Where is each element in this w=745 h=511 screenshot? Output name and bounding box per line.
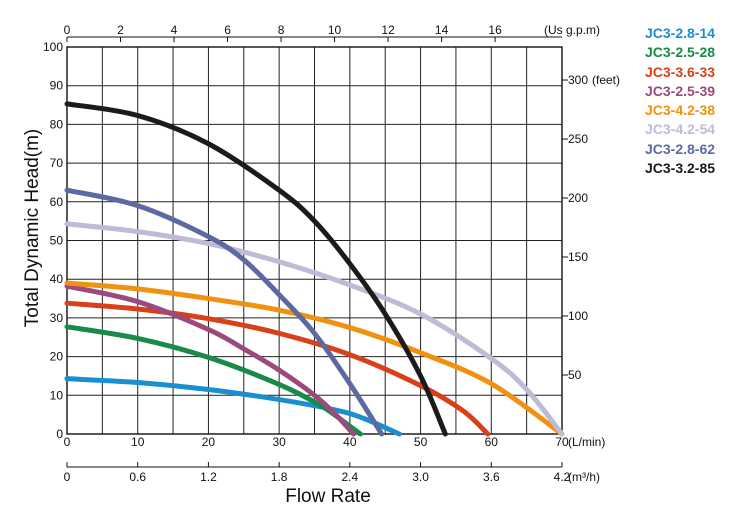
x-tick-label: 0 [64,435,71,449]
legend-item: JC3-3.6-33 [645,63,716,80]
bottom-tick-label: 3.6 [483,470,500,484]
top-tick-label: 10 [328,23,342,37]
plot-frame [66,46,563,435]
x-tick-label: 10 [131,435,145,449]
x-tick-label: 60 [485,435,499,449]
top-axis-unit-label: (Us g.p.m) [544,23,600,37]
pump-curves [64,101,565,437]
x-tick-label: 70 [555,435,569,449]
bottom-tick-label: 0 [64,470,71,484]
curve-jc3-2-5-39 [64,283,356,437]
legend-item: JC3-4.2-54 [645,121,716,138]
right-tick-label: 200 [568,191,588,205]
right-tick-label: 300 [568,73,588,87]
right-tick-label: 150 [568,250,588,264]
bottom-tick-label: 1.2 [200,470,217,484]
y-tick-label: 90 [50,79,64,93]
top-tick-label: 14 [435,23,449,37]
y-tick-label: 70 [50,156,64,170]
x-tick-label: 50 [414,435,428,449]
curve-jc3-3-6-33 [64,300,491,437]
right-tick-label: 50 [568,368,582,382]
legend-item: JC3-2.5-28 [645,44,716,61]
x-axis-title: Flow Rate [285,486,371,507]
bottom-tick-label: 0.6 [129,470,146,484]
curve-jc3-2-8-62 [64,187,385,437]
y-tick-label: 60 [50,195,64,209]
legend-item: JC3-2.8-14 [645,25,716,41]
y-tick-label: 50 [50,234,64,248]
tick-labels: 0 2 4 6 8 10 12 14 16 (Us g.p.m) 0 0.6 1.2 1.8 2.4 3.0 3… [43,23,620,484]
chart-grid [66,46,563,435]
top-tick-label: 12 [381,23,395,37]
right-tick-label: 100 [568,309,588,323]
y-axis-title: Total Dynamic Head(m) [22,129,43,328]
legend-item: JC3-4.2-38 [645,102,716,119]
x-tick-label: 40 [343,435,357,449]
top-tick-label: 2 [117,23,124,37]
bottom-axis-unit-label: (m³/h) [568,470,600,484]
x-tick-label: 20 [202,435,216,449]
curve-jc3-2-8-14 [64,376,402,437]
bottom-tick-label: 4.2 [554,470,571,484]
curve-jc3-3-2-85 [64,101,448,437]
curve-jc3-4-2-54 [64,221,565,437]
legend-item: JC3-3.2-85 [645,160,716,177]
y-tick-label: 10 [50,388,64,402]
bottom-tick-label: 3.0 [412,470,429,484]
legend-item: JC3-2.5-39 [645,82,716,99]
x-axis-unit-label: (L/min) [568,435,605,449]
top-tick-label: 0 [64,23,71,37]
right-tick-label: 250 [568,132,588,146]
x-tick-label: 30 [272,435,286,449]
y-tick-label: 80 [50,117,64,131]
legend-item: JC3-2.8-62 [645,140,716,157]
curve-jc3-4-2-38 [64,280,565,437]
chart-axes [66,36,568,468]
bottom-tick-label: 2.4 [342,470,359,484]
y-tick-label: 100 [43,40,63,54]
top-tick-label: 16 [488,23,502,37]
top-tick-label: 8 [278,23,285,37]
y-tick-label: 20 [50,350,64,364]
y-tick-label: 30 [50,311,64,325]
chart-legend: JC3-2.8-14 JC3-2.5-28 JC3-3.6-33 JC3-2.5-39… [645,24,715,178]
bottom-tick-label: 1.8 [271,470,288,484]
y-tick-label: 0 [56,427,63,441]
y-tick-label: 40 [50,272,64,286]
top-tick-label: 4 [171,23,178,37]
top-tick-label: 6 [224,23,231,37]
right-axis-unit-label: (feet) [592,73,620,87]
